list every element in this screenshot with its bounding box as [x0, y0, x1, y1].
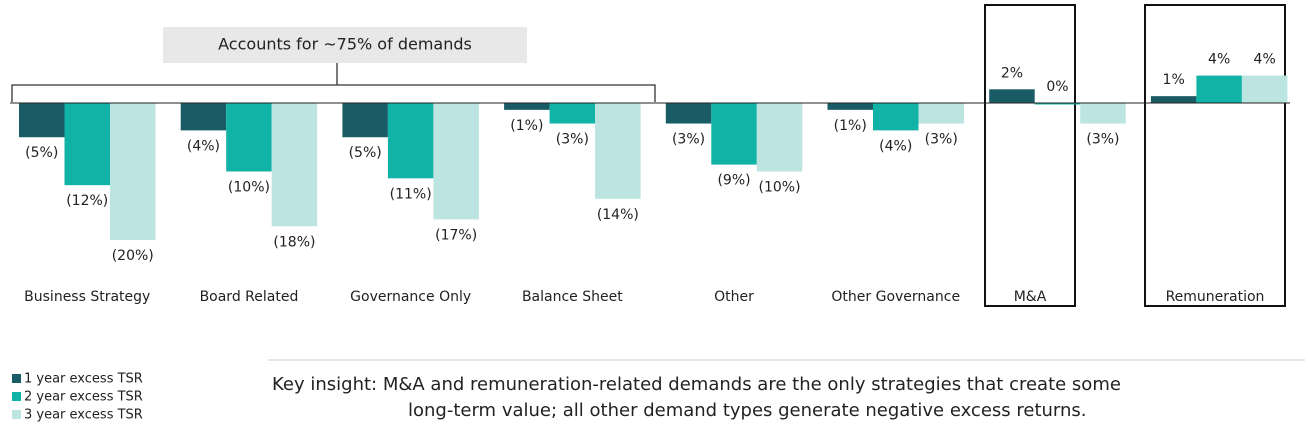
- value-label: (12%): [66, 193, 108, 209]
- value-label: (14%): [597, 207, 639, 223]
- value-label: (4%): [187, 138, 220, 154]
- bar: [1080, 102, 1126, 124]
- bar: [180, 102, 227, 131]
- x-tick-label: Balance Sheet: [522, 289, 623, 305]
- annotation: Accounts for ~75% of demands: [218, 35, 472, 54]
- x-tick-label: Other: [714, 289, 754, 305]
- x-tick-label: Board Related: [200, 289, 299, 305]
- legend-label: 3 year excess TSR: [24, 408, 143, 423]
- bar: [504, 102, 550, 110]
- bar: [19, 102, 65, 138]
- legend-swatch: [12, 374, 21, 383]
- x-tick-label: M&A: [1014, 289, 1047, 305]
- bar: [711, 102, 757, 165]
- value-label: (3%): [925, 132, 958, 148]
- value-label: (9%): [717, 173, 750, 189]
- value-label: (1%): [834, 118, 867, 134]
- x-tick-label: Remuneration: [1166, 289, 1265, 305]
- bar: [1150, 96, 1197, 103]
- highlight-box: [1144, 4, 1286, 307]
- value-label: (17%): [435, 227, 477, 243]
- bar: [1196, 75, 1242, 103]
- value-label: (3%): [556, 132, 589, 148]
- bar: [756, 102, 803, 172]
- bar: [342, 102, 388, 138]
- highlight-box: [984, 4, 1076, 307]
- value-label: (18%): [273, 234, 315, 250]
- x-tick-label: Other Governance: [831, 289, 960, 305]
- bar: [226, 102, 272, 172]
- x-tick-label: Business Strategy: [24, 289, 150, 305]
- bar: [271, 102, 318, 227]
- bar: [1034, 102, 1081, 105]
- bar: [64, 102, 110, 186]
- value-label: (20%): [112, 248, 154, 264]
- bar: [873, 102, 919, 131]
- bar: [549, 102, 596, 124]
- value-label: 1%: [1163, 72, 1185, 88]
- bar: [827, 102, 873, 110]
- bracket: [11, 63, 656, 102]
- value-label: (10%): [759, 179, 801, 195]
- legend-swatch: [12, 392, 21, 401]
- legend-label: 2 year excess TSR: [24, 390, 143, 405]
- value-label: (3%): [672, 132, 705, 148]
- bar: [989, 89, 1035, 103]
- bar: [1241, 75, 1288, 103]
- value-label: 2%: [1001, 65, 1023, 81]
- bar: [918, 102, 964, 124]
- legend-label: 1 year excess TSR: [24, 372, 143, 387]
- value-label: 4%: [1254, 52, 1276, 68]
- value-label: 0%: [1046, 79, 1068, 95]
- annotation-box: [163, 27, 527, 63]
- x-tick-label: Governance Only: [350, 289, 471, 305]
- bar: [595, 102, 641, 199]
- value-label: (4%): [879, 138, 912, 154]
- value-label: (5%): [349, 145, 382, 161]
- value-label: (10%): [228, 179, 270, 195]
- bar: [387, 102, 434, 179]
- bar: [665, 102, 712, 124]
- insight: Key insight: M&A and remuneration-relate…: [272, 374, 1121, 395]
- value-label: (11%): [390, 186, 432, 202]
- legend-swatch: [12, 410, 21, 419]
- bar: [110, 102, 156, 240]
- value-label: (5%): [25, 145, 58, 161]
- value-label: 4%: [1208, 52, 1230, 68]
- insight: long-term value; all other demand types …: [408, 400, 1087, 421]
- value-label: (3%): [1086, 132, 1119, 148]
- bar: [433, 102, 479, 220]
- value-label: (1%): [510, 118, 543, 134]
